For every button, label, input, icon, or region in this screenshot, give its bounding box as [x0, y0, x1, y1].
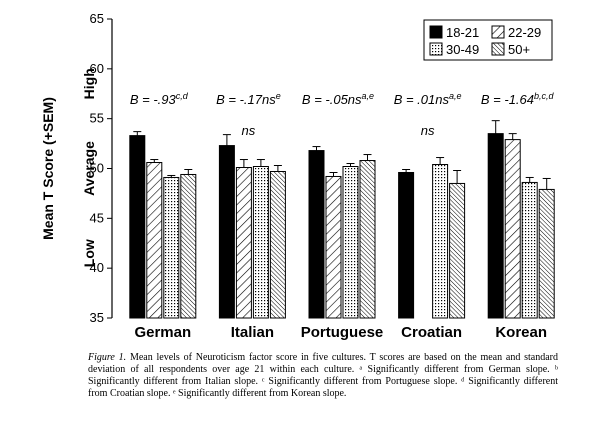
- category-label: Korean: [495, 324, 547, 340]
- legend-swatch: [429, 25, 443, 39]
- bar: [163, 176, 180, 319]
- y-tick-label: 45: [90, 210, 104, 225]
- caption-label: Figure 1.: [88, 352, 127, 363]
- bar: [252, 166, 269, 319]
- neuroticism-bar-chart: 35 40 45 50 55 60 65 Low Average High Mean T Score…: [40, 11, 555, 340]
- slope-annotation: B = -.93c,d: [130, 91, 189, 107]
- category-labels: German Italian Portuguese Croatian Korean: [134, 324, 547, 340]
- legend-label: 50+: [508, 42, 530, 57]
- category-label: German: [134, 324, 191, 340]
- y-band-label: Low: [81, 239, 97, 267]
- bar: [269, 170, 286, 319]
- y-tick-label: 40: [90, 260, 104, 275]
- bar: [521, 181, 538, 319]
- bar: [432, 164, 449, 319]
- slope-annotation: B = .01nsa,e: [394, 91, 462, 107]
- y-tick-label: 55: [90, 111, 104, 126]
- y-tick-label: 60: [90, 61, 104, 76]
- bar: [487, 133, 504, 319]
- y-tick-label: 50: [90, 161, 104, 176]
- figure-caption: Figure 1. Mean levels of Neuroticism fac…: [88, 352, 558, 400]
- y-band-label: Average: [81, 141, 97, 196]
- y-tick-label: 35: [90, 310, 104, 325]
- caption-text: Mean levels of Neuroticism factor score …: [88, 352, 558, 399]
- slope-annotations: B = -.93c,d B = -.17nse ns B = -.05nsa,e B =…: [130, 91, 555, 138]
- bar: [325, 175, 342, 319]
- bar: [308, 150, 325, 319]
- category-label: Croatian: [401, 324, 462, 340]
- legend-label: 22-29: [508, 25, 541, 40]
- bar: [218, 145, 235, 319]
- legend-box: [423, 19, 553, 61]
- y-axis: 35 40 45 50 55 60 65 Low Average High Mean T Score…: [40, 11, 113, 325]
- bar: [129, 135, 146, 319]
- bar: [235, 167, 252, 319]
- legend-label: 30-49: [446, 42, 479, 57]
- y-tick-label: 65: [90, 11, 104, 26]
- bar: [398, 171, 415, 319]
- bar: [538, 188, 555, 319]
- legend-swatch: [491, 42, 505, 56]
- y-band-label: High: [81, 68, 97, 99]
- bar: [449, 182, 466, 319]
- legend-label: 18-21: [446, 25, 479, 40]
- legend-swatch: [429, 42, 443, 56]
- category-label: Italian: [231, 324, 274, 340]
- ns-annotation: ns: [242, 123, 256, 138]
- bar: [342, 166, 359, 319]
- slope-annotation: B = -.05nsa,e: [302, 91, 374, 107]
- slope-annotation: B = -1.64b,c,d: [481, 91, 555, 107]
- legend-swatch: [491, 25, 505, 39]
- category-label: Portuguese: [301, 324, 384, 340]
- slope-annotation: B = -.17nse: [216, 91, 281, 107]
- ns-annotation: ns: [421, 123, 435, 138]
- bar: [359, 160, 376, 319]
- bar: [180, 173, 197, 319]
- bar: [504, 139, 521, 319]
- y-axis-title: Mean T Score (+SEM): [40, 97, 56, 240]
- bar: [146, 162, 163, 319]
- bars: [129, 120, 555, 319]
- legend: 18-21 22-29 30-49 50+: [423, 19, 553, 61]
